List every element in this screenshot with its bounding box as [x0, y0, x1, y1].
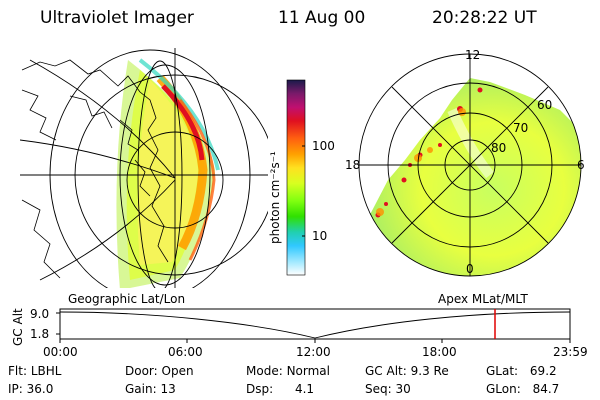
geographic-panel-label: Geographic Lat/Lon [68, 292, 186, 306]
status-glat: GLat: 69.2 [486, 364, 557, 378]
altitude-ytick-1-8: 1.8 [30, 327, 49, 341]
geographic-map [20, 48, 268, 288]
status-mode-value: Normal [286, 364, 330, 378]
coastlines [21, 59, 169, 279]
xtick-00-00: 00:00 [43, 345, 78, 359]
mlt-6-label: 6 [577, 158, 585, 172]
status-door-value: Open [161, 364, 194, 378]
status-seq-value: 30 [395, 382, 411, 396]
xtick-23-59: 23:59 [553, 345, 588, 359]
colorbar-tick-label-100: 100 [312, 139, 335, 153]
altitude-plot-frame [59, 308, 571, 340]
status-glon-label: GLon: [486, 382, 521, 396]
mlat-60-label: 60 [537, 98, 552, 112]
xtick-18-00: 18:00 [422, 345, 457, 359]
status-dsp: Dsp: 4.1 [246, 382, 314, 396]
status-gc-alt-value: 9.3 Re [410, 364, 449, 378]
status-ip-label: IP: [8, 382, 23, 396]
status-ip: IP: 36.0 [8, 382, 53, 396]
mlat-80-label: 80 [491, 141, 506, 155]
polar-panel-label: Apex MLat/MLT [438, 292, 528, 306]
status-door: Door: Open [125, 364, 194, 378]
status-dsp-label: Dsp: [246, 382, 274, 396]
status-flt-label: Flt: [8, 364, 27, 378]
time-label: 20:28:22 UT [432, 8, 537, 28]
status-gain: Gain: 13 [125, 382, 176, 396]
status-glon-value: 84.7 [532, 382, 560, 396]
status-flt: Flt: LBHL [8, 364, 61, 378]
status-gain-label: Gain: [125, 382, 157, 396]
date-label: 11 Aug 00 [278, 8, 366, 28]
altitude-ytick-9: 9.0 [30, 307, 49, 321]
xtick-12-00: 12:00 [296, 345, 331, 359]
status-mode: Mode: Normal [246, 364, 330, 378]
mlt-0-label: 0 [466, 262, 474, 276]
colorbar-unit-label: photon cm⁻²s⁻¹ [268, 151, 282, 244]
auroral-emission-polar [362, 78, 581, 276]
status-gc-alt-label: GC Alt: [365, 364, 407, 378]
status-gc-alt: GC Alt: 9.3 Re [365, 364, 449, 378]
mlt-12-label: 12 [465, 48, 480, 62]
polar-grid [358, 53, 582, 277]
colorbar [286, 79, 306, 276]
altitude-curve [59, 311, 571, 339]
status-flt-value: LBHL [30, 364, 62, 378]
mlt-18-label: 18 [345, 158, 360, 172]
mlat-70-label: 70 [513, 121, 528, 135]
status-seq: Seq: 30 [365, 382, 411, 396]
status-door-label: Door: [125, 364, 158, 378]
status-ip-value: 36.0 [26, 382, 54, 396]
xtick-06-00: 06:00 [168, 345, 203, 359]
status-glon: GLon: 84.7 [486, 382, 559, 396]
polar-plot: 12 18 0 6 60 70 80 [345, 48, 585, 277]
status-dsp-value: 4.1 [294, 382, 315, 396]
status-gain-value: 13 [160, 382, 176, 396]
status-mode-label: Mode: [246, 364, 283, 378]
altitude-plot: GC Alt 9.0 1.8 [11, 307, 571, 346]
altitude-ylabel: GC Alt [11, 308, 25, 346]
instrument-title: Ultraviolet Imager [40, 8, 194, 28]
colorbar-tick-label-10: 10 [312, 229, 327, 243]
lat-lon-grid [20, 48, 268, 288]
status-seq-label: Seq: [365, 382, 392, 396]
status-glat-value: 69.2 [529, 364, 557, 378]
status-glat-label: GLat: [486, 364, 519, 378]
